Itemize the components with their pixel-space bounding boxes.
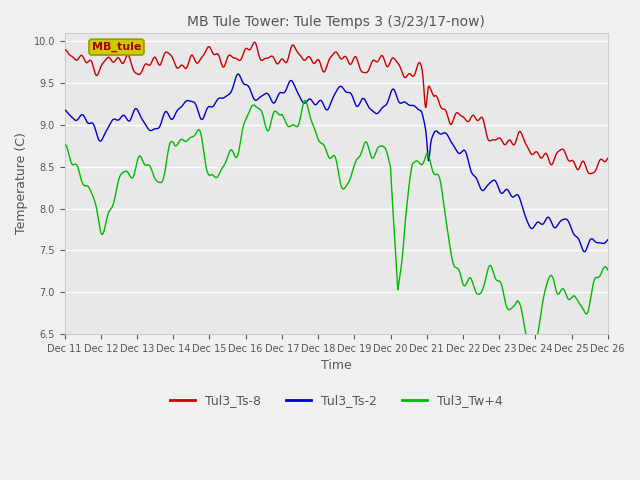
X-axis label: Time: Time (321, 360, 351, 372)
Text: MB_tule: MB_tule (92, 42, 141, 52)
Y-axis label: Temperature (C): Temperature (C) (15, 132, 28, 235)
Legend: Tul3_Ts-8, Tul3_Ts-2, Tul3_Tw+4: Tul3_Ts-8, Tul3_Ts-2, Tul3_Tw+4 (165, 389, 508, 412)
Title: MB Tule Tower: Tule Temps 3 (3/23/17-now): MB Tule Tower: Tule Temps 3 (3/23/17-now… (188, 15, 485, 29)
